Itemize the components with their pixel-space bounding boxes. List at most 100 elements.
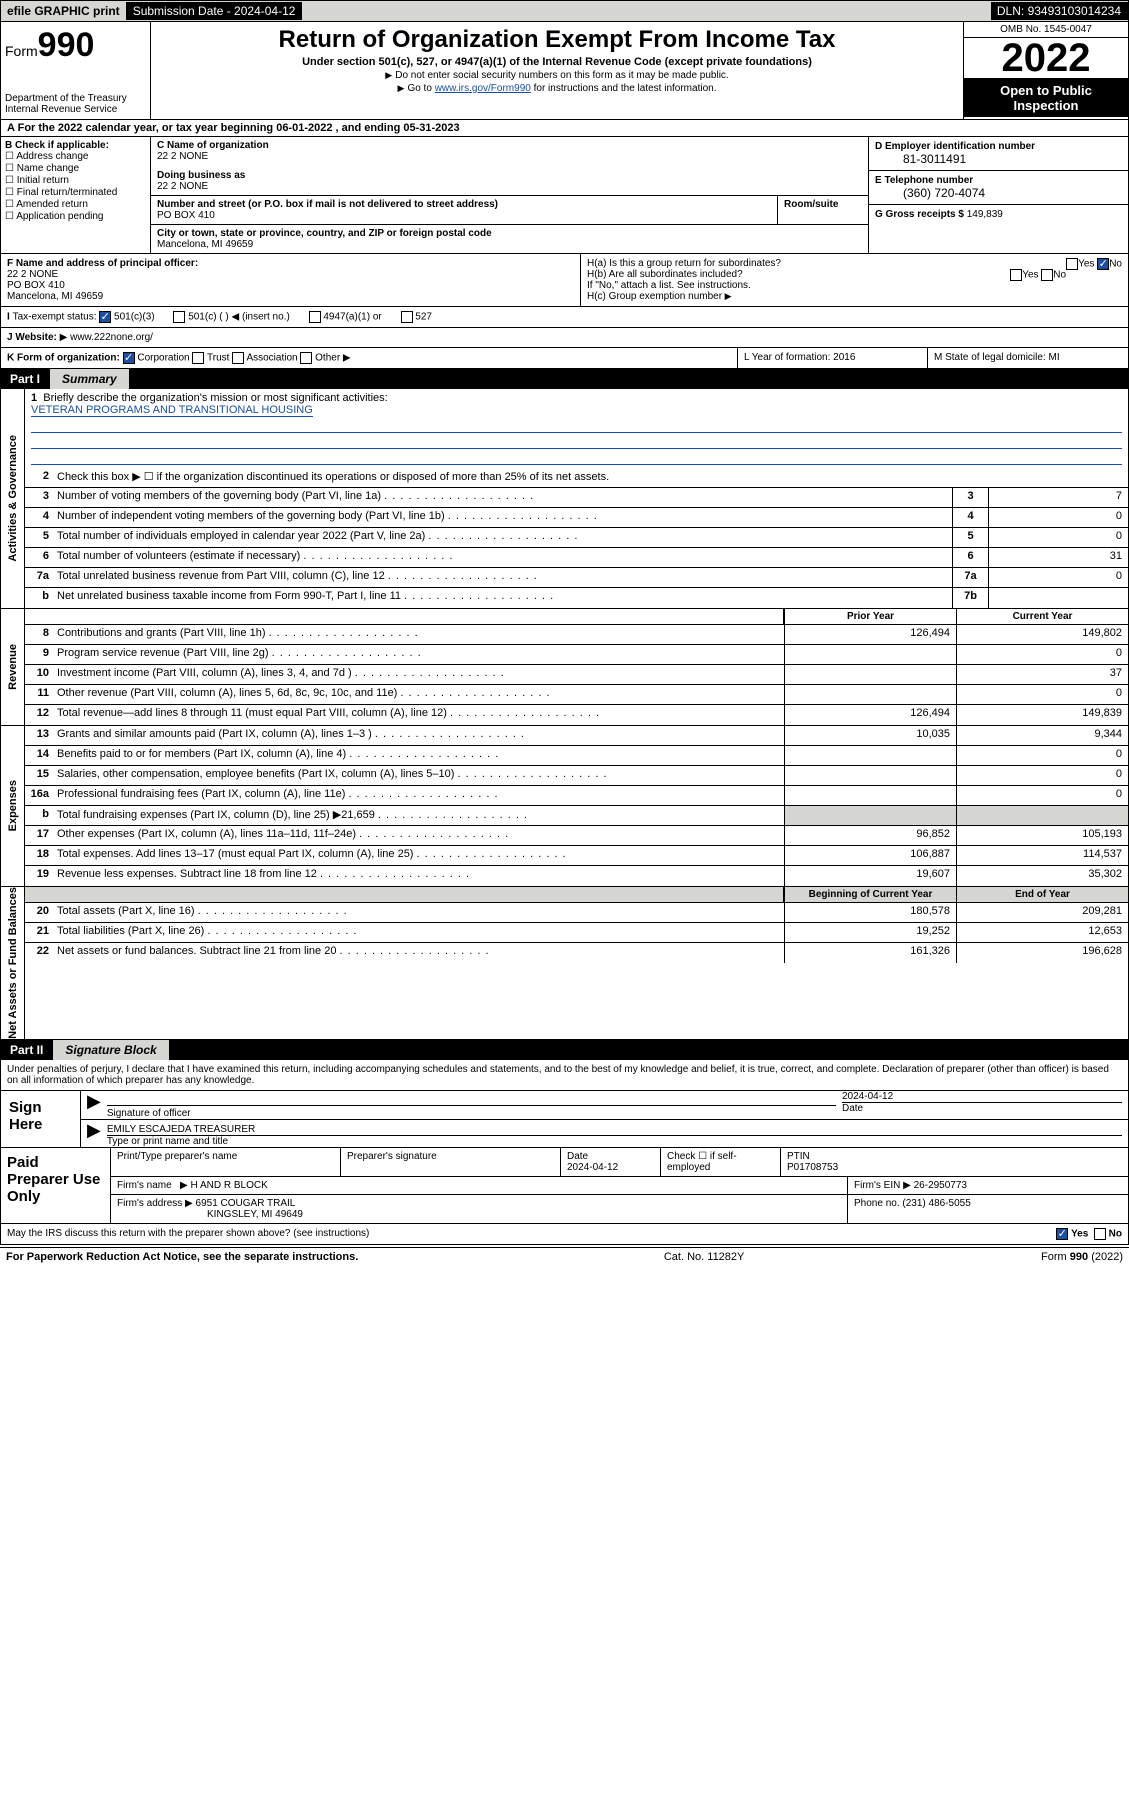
summary-line: 2Check this box ▶ ☐ if the organization … xyxy=(25,468,1128,488)
summary-line: 20Total assets (Part X, line 16) 180,578… xyxy=(25,903,1128,923)
signature-note: Under penalties of perjury, I declare th… xyxy=(0,1060,1129,1091)
note2-pre: Go to xyxy=(407,83,434,94)
summary-line: bNet unrelated business taxable income f… xyxy=(25,588,1128,608)
submission-date: Submission Date - 2024-04-12 xyxy=(127,2,303,20)
may-irs-discuss: May the IRS discuss this return with the… xyxy=(0,1224,1129,1245)
dln: DLN: 93493103014234 xyxy=(991,2,1128,20)
summary-line: 14Benefits paid to or for members (Part … xyxy=(25,746,1128,766)
summary-line: 12Total revenue—add lines 8 through 11 (… xyxy=(25,705,1128,725)
ha-yes[interactable] xyxy=(1066,258,1078,270)
governance-block: Activities & Governance 1 Briefly descri… xyxy=(0,389,1129,609)
hb-yes[interactable] xyxy=(1010,269,1022,281)
city-state-zip: Mancelona, MI 49659 xyxy=(157,239,862,250)
section-k-l-m: K Form of organization: ✓ Corporation Tr… xyxy=(0,348,1129,369)
summary-line: 22Net assets or fund balances. Subtract … xyxy=(25,943,1128,963)
vlabel-net: Net Assets or Fund Balances xyxy=(7,887,19,1039)
chk-initial-return[interactable]: ☐ Initial return xyxy=(5,175,146,186)
officer-name: 22 2 NONE xyxy=(7,269,574,280)
expenses-block: Expenses 13Grants and similar amounts pa… xyxy=(0,726,1129,887)
section-f-h: F Name and address of principal officer:… xyxy=(0,254,1129,307)
discuss-yes[interactable]: ✓ xyxy=(1056,1228,1068,1240)
chk-name-change[interactable]: ☐ Name change xyxy=(5,163,146,174)
vlabel-governance: Activities & Governance xyxy=(7,435,19,562)
chk-corp[interactable]: ✓ xyxy=(123,352,135,364)
section-b-d: B Check if applicable: ☐ Address change … xyxy=(0,137,1129,254)
summary-line: 21Total liabilities (Part X, line 26) 19… xyxy=(25,923,1128,943)
summary-line: 10Investment income (Part VIII, column (… xyxy=(25,665,1128,685)
dba: 22 2 NONE xyxy=(157,181,862,192)
irs-link[interactable]: www.irs.gov/Form990 xyxy=(435,83,531,94)
chk-amended[interactable]: ☐ Amended return xyxy=(5,199,146,210)
summary-line: 6Total number of volunteers (estimate if… xyxy=(25,548,1128,568)
chk-assoc[interactable] xyxy=(232,352,244,364)
chk-4947[interactable] xyxy=(309,311,321,323)
summary-line: 15Salaries, other compensation, employee… xyxy=(25,766,1128,786)
firm-address2: KINGSLEY, MI 49649 xyxy=(117,1209,303,1220)
part2-header: Part II Signature Block xyxy=(0,1040,1129,1060)
form-number: 990 xyxy=(38,26,95,64)
street-address: PO BOX 410 xyxy=(157,210,771,221)
signature-line[interactable] xyxy=(107,1105,836,1106)
section-i: I Tax-exempt status: ✓ 501(c)(3) 501(c) … xyxy=(0,307,1129,328)
summary-line: 8Contributions and grants (Part VIII, li… xyxy=(25,625,1128,645)
chk-final-return[interactable]: ☐ Final return/terminated xyxy=(5,187,146,198)
sign-date: 2024-04-12 xyxy=(842,1091,1122,1102)
summary-line: 18Total expenses. Add lines 13–17 (must … xyxy=(25,846,1128,866)
open-public: Open to Public Inspection xyxy=(964,79,1128,117)
website[interactable]: www.222none.org/ xyxy=(70,332,153,343)
chk-501c3[interactable]: ✓ xyxy=(99,311,111,323)
chk-527[interactable] xyxy=(401,311,413,323)
arrow-icon: ▶ xyxy=(87,1120,107,1147)
form-prefix: Form xyxy=(5,43,38,59)
form-header: Form990 Department of the Treasury Inter… xyxy=(0,22,1129,120)
chk-501c[interactable] xyxy=(173,311,185,323)
summary-line: 9Program service revenue (Part VIII, lin… xyxy=(25,645,1128,665)
vlabel-expenses: Expenses xyxy=(7,780,19,831)
ptin: P01708753 xyxy=(787,1162,838,1173)
chk-other[interactable] xyxy=(300,352,312,364)
chk-app-pending[interactable]: ☐ Application pending xyxy=(5,211,146,222)
sign-here: Sign Here ▶ Signature of officer 2024-04… xyxy=(0,1091,1129,1148)
officer-addr1: PO BOX 410 xyxy=(7,280,574,291)
discuss-no[interactable] xyxy=(1094,1228,1106,1240)
paid-preparer: Paid Preparer Use Only Print/Type prepar… xyxy=(0,1148,1129,1224)
section-j: J Website: ▶ www.222none.org/ xyxy=(0,328,1129,348)
org-name: 22 2 NONE xyxy=(157,151,862,162)
dept-label: Department of the Treasury xyxy=(5,93,146,104)
firm-ein: 26-2950773 xyxy=(914,1180,967,1191)
officer-addr2: Mancelona, MI 49659 xyxy=(7,291,574,302)
form-subtitle: Under section 501(c), 527, or 4947(a)(1)… xyxy=(155,56,959,68)
topbar: efile GRAPHIC print Submission Date - 20… xyxy=(0,0,1129,22)
firm-name: H AND R BLOCK xyxy=(191,1180,268,1191)
summary-line: 16aProfessional fundraising fees (Part I… xyxy=(25,786,1128,806)
arrow-icon: ▶ xyxy=(87,1091,107,1119)
summary-line: 17Other expenses (Part IX, column (A), l… xyxy=(25,826,1128,846)
netassets-block: Net Assets or Fund Balances Beginning of… xyxy=(0,887,1129,1040)
summary-line: 5Total number of individuals employed in… xyxy=(25,528,1128,548)
revenue-block: Revenue Prior Year Current Year 8Contrib… xyxy=(0,609,1129,726)
page-footer: For Paperwork Reduction Act Notice, see … xyxy=(0,1247,1129,1266)
part1-header: Part I Summary xyxy=(0,369,1129,389)
chk-address-change[interactable]: ☐ Address change xyxy=(5,151,146,162)
summary-line: 19Revenue less expenses. Subtract line 1… xyxy=(25,866,1128,886)
telephone: (360) 720-4074 xyxy=(875,186,1122,200)
year-formation: L Year of formation: 2016 xyxy=(738,348,928,368)
summary-line: 4Number of independent voting members of… xyxy=(25,508,1128,528)
summary-line: 7aTotal unrelated business revenue from … xyxy=(25,568,1128,588)
summary-line: 13Grants and similar amounts paid (Part … xyxy=(25,726,1128,746)
b-label: B Check if applicable: xyxy=(5,140,146,151)
hb-no[interactable] xyxy=(1041,269,1053,281)
ha-no[interactable]: ✓ xyxy=(1097,258,1109,270)
d-label: D Employer identification number xyxy=(875,141,1122,152)
efile-link[interactable]: efile GRAPHIC print xyxy=(1,2,127,20)
ein: 81-3011491 xyxy=(875,152,1122,166)
chk-trust[interactable] xyxy=(192,352,204,364)
form-note1: Do not enter social security numbers on … xyxy=(155,70,959,81)
prep-date: 2024-04-12 xyxy=(567,1162,618,1173)
summary-line: 3Number of voting members of the governi… xyxy=(25,488,1128,508)
note2-post: for instructions and the latest informat… xyxy=(531,83,717,94)
gross-receipts: 149,839 xyxy=(967,209,1003,220)
form-title: Return of Organization Exempt From Incom… xyxy=(155,26,959,54)
summary-line: bTotal fundraising expenses (Part IX, co… xyxy=(25,806,1128,826)
irs-label: Internal Revenue Service xyxy=(5,104,146,115)
